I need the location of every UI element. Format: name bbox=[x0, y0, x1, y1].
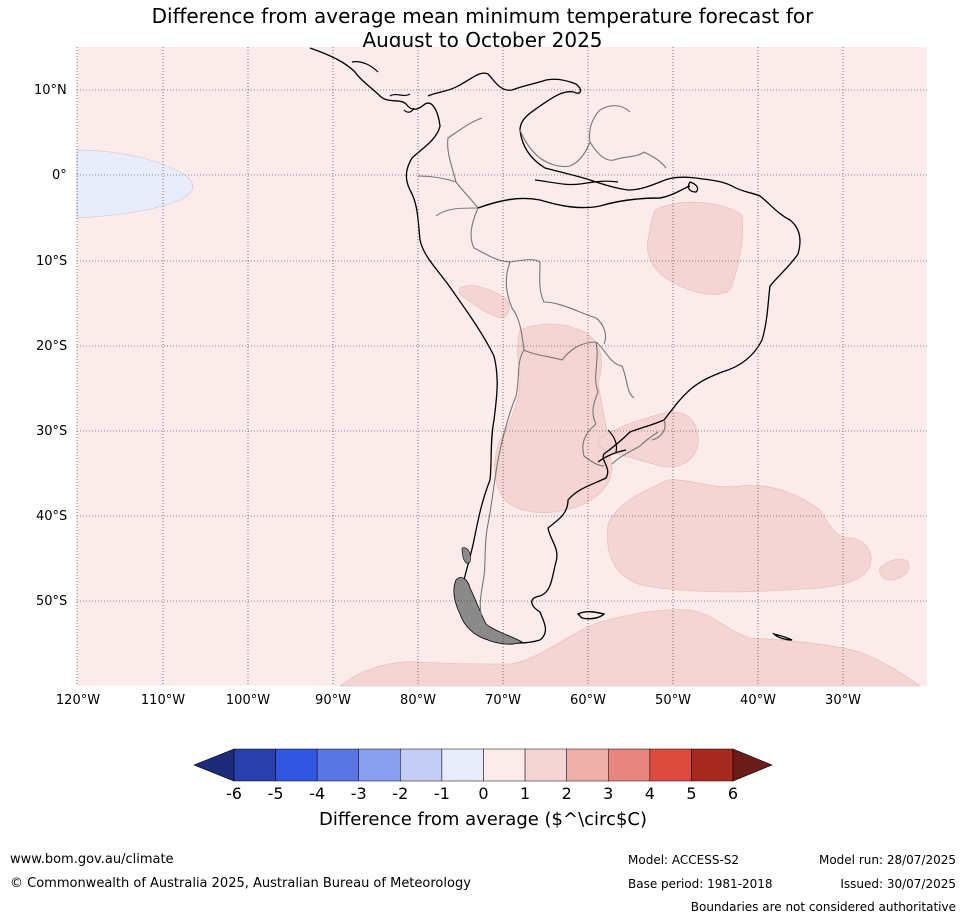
colorbar-segment bbox=[566, 748, 609, 782]
coast-detail-central-america bbox=[351, 61, 415, 113]
footer-model: Model: ACCESS-S2 bbox=[628, 853, 740, 867]
colorbar-tick-label: -5 bbox=[267, 784, 284, 803]
colorbar-segment bbox=[400, 748, 443, 782]
graticule bbox=[76, 47, 927, 686]
region-northeast-brazil bbox=[647, 201, 743, 295]
colorbar-tick-label: 1 bbox=[519, 784, 531, 803]
colorbar-tick-label: 4 bbox=[644, 784, 655, 803]
colorbar-tick-label: -4 bbox=[309, 784, 326, 803]
title-line-1: Difference from average mean minimum tem… bbox=[151, 4, 814, 28]
colorbar-segment bbox=[316, 748, 359, 782]
lon-label-110w: 110°W bbox=[140, 693, 186, 708]
south-america-coastline bbox=[309, 47, 801, 644]
colorbar-segment bbox=[608, 748, 651, 782]
lat-label-0: 0° bbox=[52, 168, 67, 183]
lon-label-50w: 50°W bbox=[655, 693, 691, 708]
river-amazon-upper bbox=[534, 179, 619, 186]
colorbar-arrow-low bbox=[193, 748, 235, 782]
colorbar-tick-label: 5 bbox=[686, 784, 697, 803]
colorbar-tick-label: -1 bbox=[433, 784, 450, 803]
marajo-island bbox=[687, 181, 699, 193]
country-borders bbox=[417, 105, 667, 619]
lon-label-80w: 80°W bbox=[400, 693, 436, 708]
lon-label-60w: 60°W bbox=[570, 693, 606, 708]
lat-label-30s: 30°S bbox=[36, 424, 68, 439]
figure-title: Difference from average mean minimum tem… bbox=[0, 4, 965, 52]
footer-issued: Issued: 30/07/2025 bbox=[840, 877, 956, 891]
lon-label-30w: 30°W bbox=[825, 693, 861, 708]
colorbar bbox=[193, 748, 773, 782]
region-south-atlantic bbox=[607, 479, 872, 593]
anomaly-region-negative bbox=[76, 149, 194, 219]
colorbar-title: Difference from average ($^\circ$C) bbox=[319, 809, 647, 830]
region-southern-ocean bbox=[339, 609, 921, 687]
lon-label-40w: 40°W bbox=[740, 693, 776, 708]
lon-label-90w: 90°W bbox=[315, 693, 351, 708]
colorbar-tick-label: -2 bbox=[392, 784, 409, 803]
lat-label-40s: 40°S bbox=[36, 509, 68, 524]
colorbar-tick-label: 2 bbox=[561, 784, 572, 803]
lat-label-10n: 10°N bbox=[34, 83, 67, 98]
colorbar-tick-label: -3 bbox=[350, 784, 367, 803]
colorbar-tick-label: 0 bbox=[478, 784, 489, 803]
lat-label-10s: 10°S bbox=[36, 254, 68, 269]
footer-copyright: © Commonwealth of Australia 2025, Austra… bbox=[10, 876, 471, 891]
colorbar-segment bbox=[358, 748, 401, 782]
falkland-islands bbox=[576, 611, 606, 620]
colorbar-arrow-high bbox=[732, 748, 773, 782]
colorbar-segment bbox=[649, 748, 692, 782]
colorbar-segment bbox=[233, 748, 276, 782]
footer-disclaimer: Boundaries are not considered authoritat… bbox=[690, 900, 956, 914]
region-bolivia bbox=[458, 285, 510, 319]
colorbar-segment bbox=[275, 748, 318, 782]
lon-label-100w: 100°W bbox=[225, 693, 271, 708]
lon-label-70w: 70°W bbox=[485, 693, 521, 708]
map-background bbox=[77, 47, 927, 686]
colorbar-segment bbox=[524, 748, 567, 782]
footer-base-period: Base period: 1981-2018 bbox=[628, 877, 773, 891]
rio-de-la-plata bbox=[597, 429, 627, 463]
south-georgia bbox=[771, 632, 793, 641]
lat-label-50s: 50°S bbox=[36, 594, 68, 609]
colorbar-segment bbox=[483, 748, 526, 782]
footer-website: www.bom.gov.au/climate bbox=[10, 852, 174, 867]
lat-label-20s: 20°S bbox=[36, 339, 68, 354]
colorbar-tick-label: -6 bbox=[226, 784, 242, 803]
lon-label-120w: 120°W bbox=[55, 693, 101, 708]
colorbar-segment bbox=[691, 748, 734, 782]
chilote-archipelago bbox=[461, 547, 471, 564]
footer-model-run: Model run: 28/07/2025 bbox=[818, 853, 956, 867]
region-south-atlantic-small bbox=[879, 558, 910, 581]
tierra-del-fuego bbox=[453, 577, 523, 645]
river-amazon bbox=[477, 185, 691, 209]
colorbar-tick-label: 6 bbox=[727, 784, 739, 803]
colorbar-segment bbox=[441, 748, 484, 782]
colorbar-tick-label: 3 bbox=[603, 784, 614, 803]
